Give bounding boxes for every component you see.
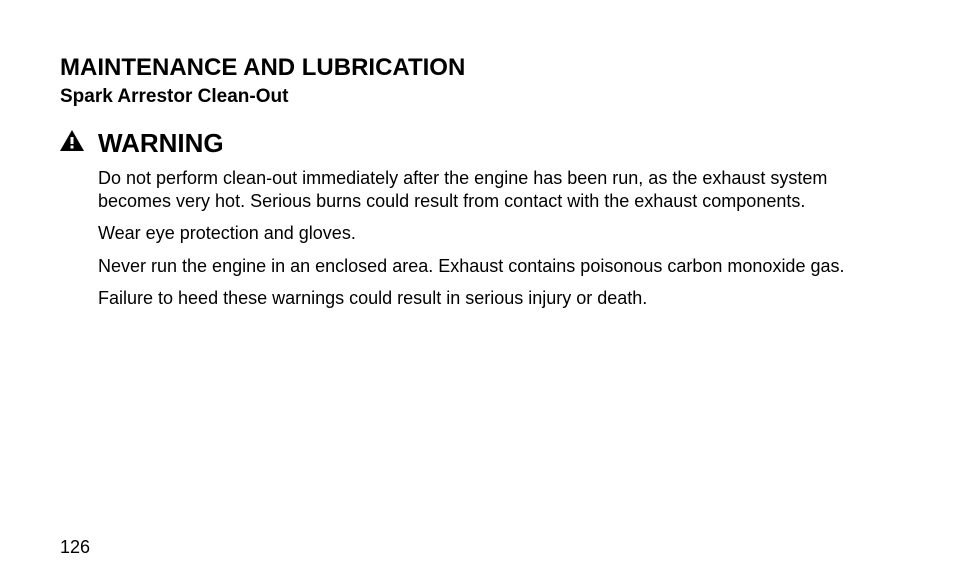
warning-paragraph: Do not perform clean-out immediately aft…	[98, 167, 894, 212]
warning-triangle-icon	[60, 130, 84, 157]
warning-block: WARNING Do not perform clean-out immedia…	[98, 128, 894, 310]
warning-paragraph: Wear eye protection and gloves.	[98, 222, 894, 245]
section-title: MAINTENANCE AND LUBRICATION	[60, 54, 894, 82]
warning-heading: WARNING	[98, 128, 894, 159]
warning-paragraph: Never run the engine in an enclosed area…	[98, 255, 894, 278]
warning-paragraph: Failure to heed these warnings could res…	[98, 287, 894, 310]
page-number: 126	[60, 537, 90, 558]
section-subtitle: Spark Arrestor Clean-Out	[60, 86, 894, 108]
